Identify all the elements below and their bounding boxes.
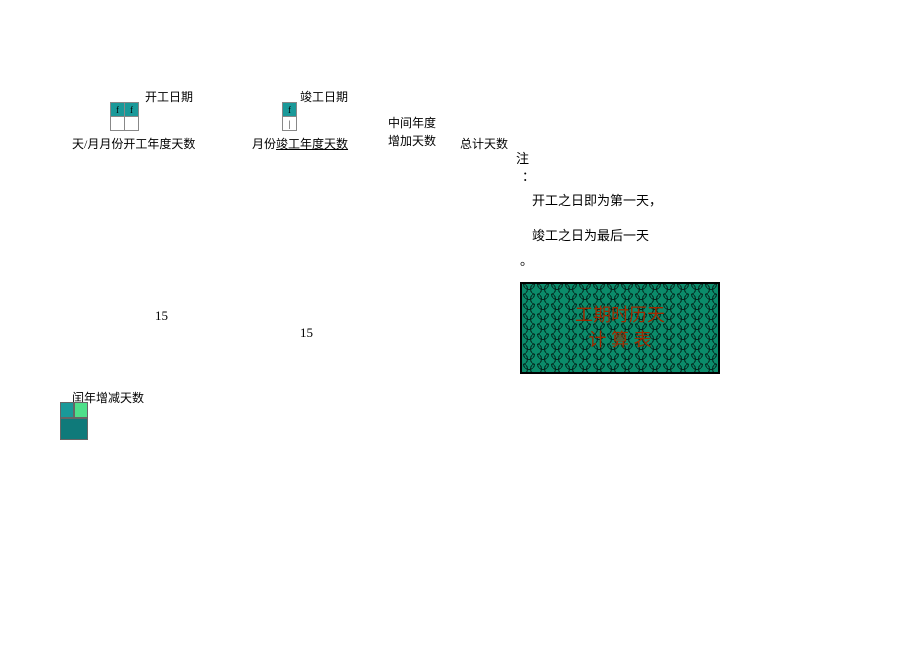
title-box: 工期时历天 计 算 表: [520, 282, 720, 374]
end-caption: 月份竣工年度天数: [252, 135, 348, 152]
leap-cell-topright: [74, 402, 88, 418]
leap-cell-topleft: [60, 402, 74, 418]
middle-year-label: 中间年度 增加天数: [388, 114, 436, 150]
middle-year-line2: 增加天数: [388, 132, 436, 150]
title-line2: 计 算 表: [575, 328, 665, 353]
start-cell-2: f: [125, 103, 139, 117]
start-cell-1: f: [111, 103, 125, 117]
end-date-label: 竣工日期: [300, 88, 348, 105]
start-cell-3: [111, 117, 125, 131]
start-cell-4: [125, 117, 139, 131]
title-line1: 工期时历天: [575, 303, 665, 328]
note-line3: 。: [520, 250, 533, 269]
end-cell-2: |: [283, 117, 297, 131]
title-box-text: 工期时历天 计 算 表: [575, 303, 665, 353]
end-date-cells: f |: [282, 102, 297, 131]
end-caption-month: 月份: [252, 137, 276, 151]
end-caption-days: 竣工年度天数: [276, 137, 348, 151]
total-days-label: 总计天数: [460, 135, 508, 152]
start-caption: 天/月月份开工年度天数: [72, 135, 195, 152]
note-line2: 竣工之日为最后一天: [532, 225, 649, 244]
start-date-cells: f f: [110, 102, 139, 131]
value-left-15: 15: [155, 308, 168, 324]
start-date-label: 开工日期: [145, 88, 193, 105]
middle-year-line1: 中间年度: [388, 114, 436, 132]
value-right-15: 15: [300, 325, 313, 341]
note-line1: 开工之日即为第一天，: [532, 190, 662, 209]
leap-year-cells: [60, 402, 104, 446]
note-label: 注 ：: [516, 150, 535, 186]
end-cell-1: f: [283, 103, 297, 117]
leap-cell-bottom: [60, 418, 88, 440]
